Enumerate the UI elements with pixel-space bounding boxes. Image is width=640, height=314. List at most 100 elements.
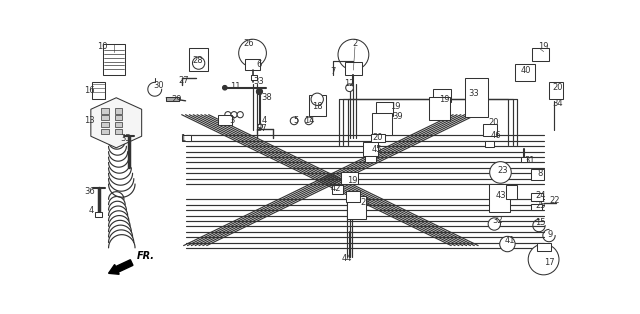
Bar: [376, 102, 393, 116]
Text: 35: 35: [120, 134, 131, 143]
Text: 8: 8: [538, 169, 543, 178]
Text: 29: 29: [171, 95, 182, 104]
Text: 1: 1: [180, 134, 185, 143]
Circle shape: [305, 117, 312, 125]
Text: 7: 7: [331, 67, 336, 76]
Bar: [166, 97, 179, 101]
Circle shape: [528, 244, 559, 275]
Bar: [346, 191, 360, 202]
Text: 27: 27: [179, 76, 189, 84]
Circle shape: [258, 124, 262, 128]
Circle shape: [237, 111, 243, 118]
Circle shape: [239, 39, 266, 67]
Text: 32: 32: [492, 216, 502, 225]
Text: 19: 19: [390, 102, 400, 111]
Bar: [515, 64, 535, 81]
Text: 42: 42: [330, 184, 341, 193]
Text: 6: 6: [257, 60, 262, 69]
Bar: [101, 122, 109, 127]
Bar: [101, 129, 109, 134]
Circle shape: [338, 39, 369, 70]
Bar: [182, 135, 191, 141]
Text: 19: 19: [439, 95, 449, 104]
Text: 34: 34: [552, 99, 563, 108]
Text: 39: 39: [392, 112, 403, 122]
FancyArrow shape: [109, 260, 133, 274]
Bar: [549, 82, 563, 99]
Bar: [348, 196, 365, 219]
Text: 18: 18: [312, 102, 323, 111]
Text: 22: 22: [549, 197, 559, 205]
Text: 30: 30: [154, 81, 164, 90]
Bar: [531, 193, 543, 201]
Circle shape: [488, 218, 500, 230]
Text: 33: 33: [253, 77, 264, 86]
Text: 41: 41: [504, 236, 515, 246]
Text: 2: 2: [353, 39, 358, 47]
Text: 17: 17: [543, 258, 554, 267]
Text: 20: 20: [552, 83, 563, 92]
Text: 20: 20: [372, 133, 383, 142]
Bar: [101, 108, 109, 114]
Text: 46: 46: [490, 131, 501, 140]
Text: 33: 33: [468, 89, 479, 98]
Text: 19: 19: [538, 42, 549, 51]
Bar: [371, 134, 385, 142]
Text: 19: 19: [348, 176, 358, 185]
Text: 40: 40: [521, 66, 531, 74]
Bar: [489, 184, 511, 212]
Bar: [189, 48, 208, 71]
Bar: [363, 143, 378, 156]
Circle shape: [225, 111, 231, 118]
Bar: [251, 75, 257, 80]
Bar: [92, 82, 106, 99]
Circle shape: [500, 236, 515, 252]
Text: 9: 9: [548, 230, 553, 239]
Text: 11: 11: [230, 82, 241, 91]
Circle shape: [193, 57, 205, 69]
Bar: [483, 124, 497, 136]
Circle shape: [346, 84, 353, 92]
Text: 12: 12: [344, 79, 355, 88]
Bar: [115, 129, 122, 134]
Bar: [332, 185, 342, 194]
Bar: [520, 157, 527, 162]
Text: 26: 26: [243, 39, 254, 47]
Text: 43: 43: [496, 191, 507, 200]
Bar: [372, 113, 392, 135]
Bar: [433, 89, 451, 102]
Bar: [115, 108, 122, 114]
Circle shape: [223, 85, 227, 90]
Bar: [115, 115, 122, 121]
Text: 4: 4: [88, 206, 93, 215]
Text: 3: 3: [229, 116, 234, 125]
Bar: [115, 122, 122, 127]
Bar: [103, 44, 125, 75]
Circle shape: [291, 117, 298, 125]
Bar: [365, 156, 376, 162]
Bar: [537, 243, 550, 251]
Bar: [101, 115, 109, 121]
Bar: [532, 48, 549, 61]
Bar: [308, 95, 326, 116]
Text: 24: 24: [535, 191, 546, 200]
Text: 38: 38: [261, 93, 272, 102]
Text: 15: 15: [535, 218, 546, 227]
Text: 20: 20: [488, 118, 499, 127]
Text: 16: 16: [84, 85, 95, 95]
Bar: [218, 116, 232, 125]
Bar: [506, 185, 516, 199]
Text: 23: 23: [497, 165, 508, 175]
Text: 36: 36: [84, 187, 95, 196]
Polygon shape: [91, 98, 141, 148]
Bar: [429, 97, 451, 120]
Text: 28: 28: [193, 56, 203, 65]
Text: 10: 10: [97, 42, 108, 51]
Circle shape: [311, 93, 323, 106]
Text: 14: 14: [304, 116, 315, 125]
Text: 4: 4: [262, 116, 267, 125]
Bar: [341, 172, 358, 184]
Bar: [95, 213, 102, 217]
Text: 37: 37: [257, 124, 267, 133]
Circle shape: [490, 162, 511, 183]
